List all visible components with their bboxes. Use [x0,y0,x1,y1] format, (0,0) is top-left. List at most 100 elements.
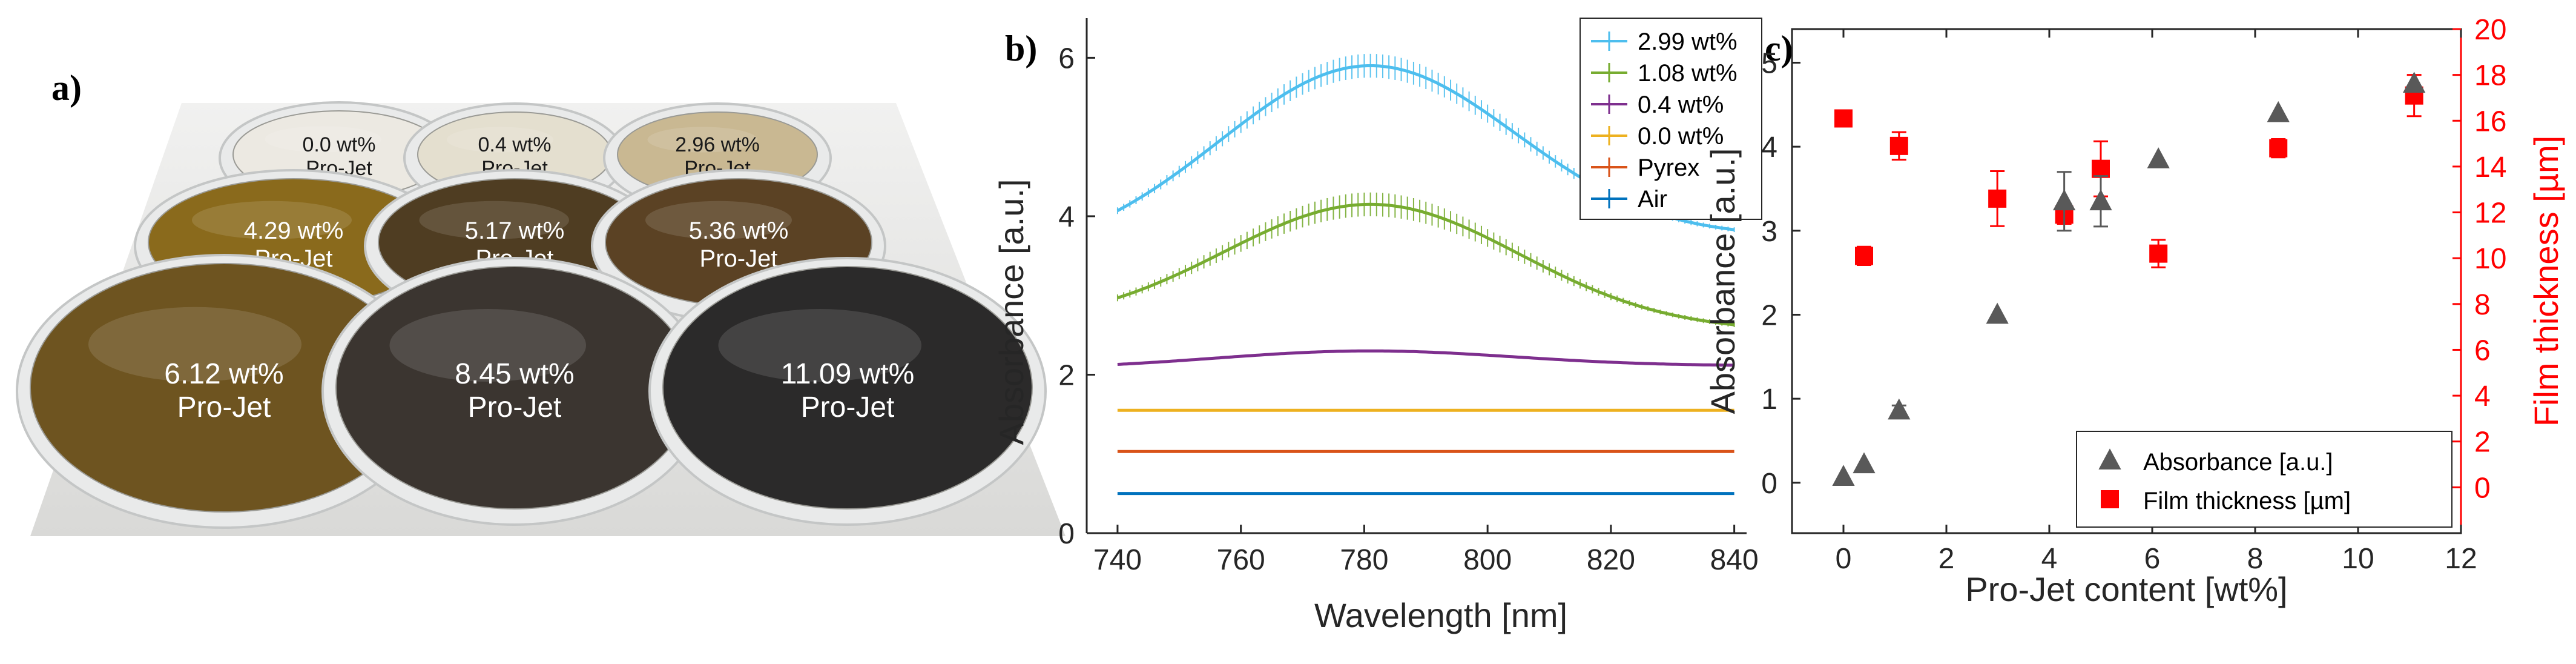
wafer-product-label: Pro-Jet [177,391,271,423]
y2-tick-label: 14 [2474,151,2506,184]
x-tick-label: 0 [1836,543,1852,575]
x-tick-label: 12 [2445,543,2477,575]
wafer-highlight [718,309,921,382]
panel-b-label: b) [1005,28,1037,68]
data-point [2053,189,2076,211]
legend-box [2076,431,2452,528]
data-point [1853,452,1876,474]
data-point [2098,448,2121,470]
wafer-highlight [88,307,301,382]
wafer-content-label: 5.36 wt% [689,217,789,244]
y-axis-title: Absorbance [a.u.] [992,179,1030,445]
wafer-content-label: 2.96 wt% [675,133,760,156]
wafer-content-label: 4.29 wt% [244,217,344,244]
data-point [2101,490,2119,508]
series-line [1117,202,1734,327]
wafer-7: 6.12 wt%Pro-Jet [16,254,432,529]
x-tick-label: 820 [1587,544,1635,576]
legend-label: 0.0 wt% [1638,123,1724,150]
series-line [1117,349,1734,367]
wafer-content-label: 0.4 wt% [478,133,552,156]
wafer-content-label: 8.45 wt% [455,358,574,390]
series-1-08-wt- [1116,192,1735,327]
y-tick-label: 6 [1058,42,1075,75]
wafer-content-label: 11.09 wt% [781,358,915,390]
y-tick-label: 1 [1761,383,1777,416]
panel-c: c) 0 2 4 6 8 10 1201234502468101214161820Pro-J… [1704,14,2565,608]
legend-box [1580,18,1762,220]
x-axis-title: Pro-Jet content [wt%] [1965,570,2287,608]
wafer-highlight [419,201,569,239]
y2-tick-label: 4 [2474,380,2491,413]
x-tick-label: 800 [1463,544,1512,576]
y-tick-label: 5 [1761,47,1777,79]
wafer-highlight [647,127,757,153]
x-tick-label: 840 [1710,544,1759,576]
data-point [1889,136,1908,155]
y2-tick-label: 2 [2474,427,2491,459]
wafer-content-label: 0.0 wt% [303,133,376,156]
legend: 2.99 wt% 1.08 wt% 0.4 wt% 0.0 wt% Pyrex Air [1580,18,1762,220]
data-point [2267,101,2290,122]
legend-label: 1.08 wt% [1638,60,1738,87]
wafer-highlight [389,309,586,382]
y2-tick-label: 12 [2474,198,2506,230]
data-point [2092,159,2110,178]
data-point [1855,247,1873,265]
x-tick-label: 740 [1093,544,1142,576]
x-tick-label: 4 [2041,543,2058,575]
series-absorbance [1832,71,2426,486]
data-point [1834,109,1853,128]
data-point [1888,398,1911,420]
x-tick-label: 780 [1340,544,1388,576]
panel-c-label: c) [1765,28,1793,68]
y-tick-label: 3 [1761,216,1777,248]
y-axis-title: Absorbance [a.u.] [1704,148,1742,414]
legend-label: 0.4 wt% [1638,91,1724,118]
y2-axis-title: Film thickness [µm] [2527,136,2565,427]
data-point [2269,139,2288,158]
data-point [1832,465,1855,486]
wafer-product-label: Pro-Jet [801,391,895,423]
wafer-product-label: Pro-Jet [468,391,562,423]
x-tick-label: 760 [1217,544,1265,576]
y2-tick-label: 10 [2474,243,2506,275]
wafer-9: 11.09 wt%Pro-Jet [648,257,1047,526]
y2-tick-label: 0 [2474,472,2491,504]
x-axis-title: Wavelength [nm] [1314,596,1567,634]
data-point [2403,71,2426,93]
y2-tick-label: 20 [2474,14,2506,46]
legend-label: Film thickness [µm] [2143,488,2351,514]
wafer-8: 8.45 wt%Pro-Jet [321,257,708,526]
panel-a-label: a) [51,68,82,108]
y2-tick-label: 18 [2474,60,2506,92]
y2-tick-label: 8 [2474,289,2491,321]
legend-label: 2.99 wt% [1638,28,1738,55]
wafer-highlight [265,126,381,153]
y-tick-label: 0 [1761,468,1777,500]
x-tick-label: 2 [1939,543,1955,575]
x-tick-label: 8 [2247,543,2264,575]
y2-tick-label: 6 [2474,334,2491,367]
y-tick-label: 4 [1058,201,1075,233]
y-tick-label: 4 [1761,131,1777,164]
y-tick-label: 2 [1058,359,1075,391]
x-tick-label: 6 [2144,543,2161,575]
wafer-product-label: Pro-Jet [700,245,778,272]
legend-label: Absorbance [a.u.] [2143,449,2333,476]
wafer-highlight [447,127,553,153]
legend: Absorbance [a.u.] Film thickness [µm] [2076,431,2452,528]
data-point [2147,147,2170,168]
data-point [1986,302,2009,324]
wafer-1: 0.0 wt%Pro-Jet [219,101,460,215]
wafer-content-label: 5.17 wt% [465,217,565,244]
wafer-highlight [192,201,352,239]
wafer-disc [662,266,1033,510]
data-point [2089,189,2112,211]
wafer-highlight [645,201,792,239]
data-point [1988,189,2007,208]
x-tick-label: 10 [2342,543,2374,575]
